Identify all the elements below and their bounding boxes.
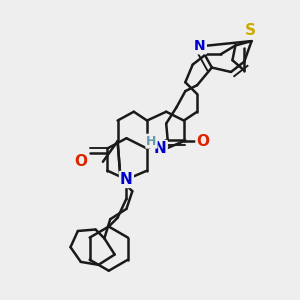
Text: S: S [244, 23, 256, 38]
Text: N: N [154, 141, 167, 156]
Text: H: H [146, 135, 157, 148]
Text: O: O [74, 154, 87, 169]
Text: N: N [194, 39, 206, 53]
Text: O: O [196, 134, 209, 149]
Text: N: N [120, 172, 133, 187]
